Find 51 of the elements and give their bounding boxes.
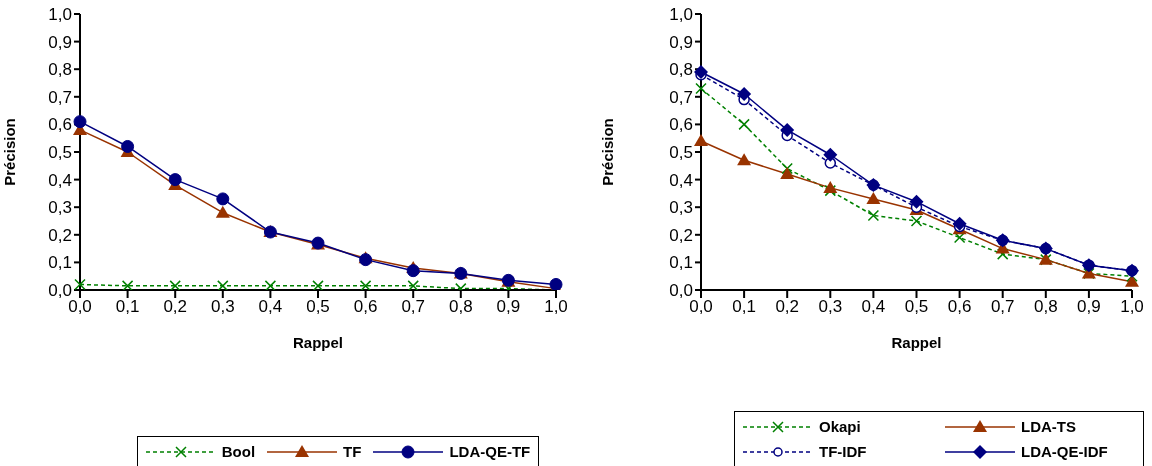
y-tick-label: 0,1: [669, 253, 693, 273]
y-tick-label: 1,0: [48, 5, 72, 25]
y-tick-label: 0,9: [48, 32, 72, 52]
legend-label: TF: [343, 443, 362, 460]
y-tick-label: 0,5: [669, 143, 693, 163]
x-tick-label: 0,9: [1077, 297, 1101, 317]
legend-label: Bool: [221, 443, 256, 460]
x-tick-label: 0,2: [163, 297, 188, 317]
y-tick-label: 0,2: [48, 225, 72, 245]
y-tick-label: 0,3: [48, 198, 72, 218]
x-tick-label: 0,5: [904, 297, 929, 317]
x-tick-label: 0,5: [306, 297, 330, 317]
y-tick-label: 0,8: [669, 60, 693, 80]
legend-label: TF-IDF: [819, 443, 867, 460]
x-tick-label: 0,7: [401, 297, 426, 317]
y-tick-label: 0,3: [669, 198, 693, 218]
x-axis-title: Rappel: [292, 334, 344, 351]
y-tick-label: 0,4: [669, 170, 693, 190]
y-tick-label: 0,2: [669, 225, 693, 245]
y-tick-label: 0,7: [669, 87, 693, 107]
y-tick-label: 0,1: [48, 253, 72, 273]
x-tick-label: 0,6: [947, 297, 972, 317]
x-tick-label: 0,1: [732, 297, 756, 317]
x-tick-label: 0,4: [258, 297, 283, 317]
y-tick-label: 0,6: [48, 115, 72, 135]
x-tick-label: 0,8: [1033, 297, 1058, 317]
legend-label: Okapi: [819, 418, 861, 435]
legend-label: LDA-QE-IDF: [1021, 443, 1108, 460]
x-tick-label: 0,3: [210, 297, 235, 317]
y-tick-label: 0,5: [48, 143, 72, 163]
x-tick-label: 0,4: [861, 297, 886, 317]
y-axis-title: Précision: [1, 118, 19, 186]
x-tick-label: 0,1: [115, 297, 140, 317]
x-tick-label: 0,9: [496, 297, 521, 317]
y-tick-label: 1,0: [669, 5, 693, 25]
y-axis-title: Précision: [599, 118, 617, 186]
x-tick-label: 0,8: [448, 297, 473, 317]
y-tick-label: 0,9: [669, 32, 693, 52]
x-tick-label: 1,0: [544, 297, 568, 317]
legend-label: LDA-QE-TF: [449, 443, 531, 460]
x-tick-label: 0,2: [775, 297, 800, 317]
x-tick-label: 0,7: [990, 297, 1015, 317]
y-tick-label: 0,6: [669, 115, 693, 135]
x-tick-label: 0,6: [353, 297, 378, 317]
y-tick-label: 0,8: [48, 60, 72, 80]
y-tick-label: 0,4: [48, 170, 72, 190]
x-axis-title: Rappel: [891, 334, 942, 351]
y-tick-label: 0,7: [48, 87, 72, 107]
x-tick-label: 1,0: [1120, 297, 1144, 317]
x-tick-label: 0,3: [818, 297, 843, 317]
legend-label: LDA-TS: [1021, 418, 1076, 435]
